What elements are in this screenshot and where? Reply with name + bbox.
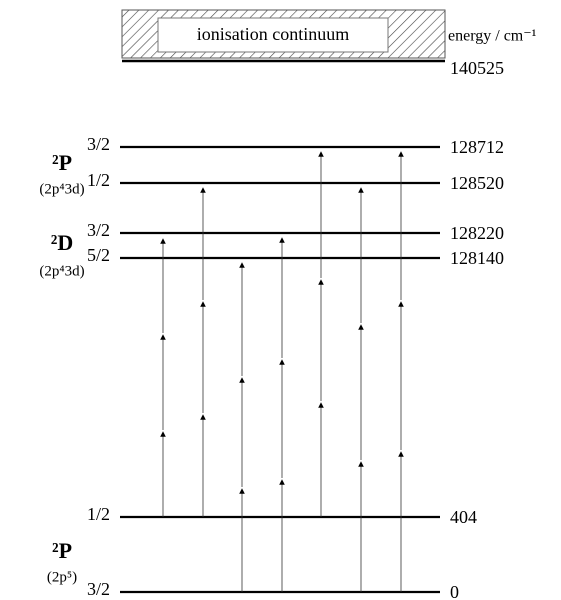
j-label: 1/2 <box>87 504 110 524</box>
energy-label: 128712 <box>450 137 504 157</box>
energy-label: 404 <box>450 507 477 527</box>
limit-label: 140525 <box>450 58 504 78</box>
energy-label: 0 <box>450 582 459 600</box>
j-label: 3/2 <box>87 579 110 599</box>
energy-label: 128520 <box>450 173 504 193</box>
config-label: (2p⁴3d) <box>39 181 84 197</box>
j-label: 3/2 <box>87 134 110 154</box>
axis-label: energy / cm⁻¹ <box>448 28 537 45</box>
continuum-label-box <box>157 17 389 53</box>
term-label: ²P <box>52 150 72 175</box>
config-label: (2p⁴3d) <box>39 263 84 279</box>
continuum-label: ionisation continuum <box>197 24 350 44</box>
j-label: 1/2 <box>87 170 110 190</box>
energy-label: 128140 <box>450 248 504 268</box>
config-label: (2p⁵) <box>47 569 77 585</box>
j-label: 5/2 <box>87 245 110 265</box>
term-label: ²P <box>52 538 72 563</box>
energy-label: 128220 <box>450 223 504 243</box>
term-label: ²D <box>51 230 73 255</box>
j-label: 3/2 <box>87 220 110 240</box>
